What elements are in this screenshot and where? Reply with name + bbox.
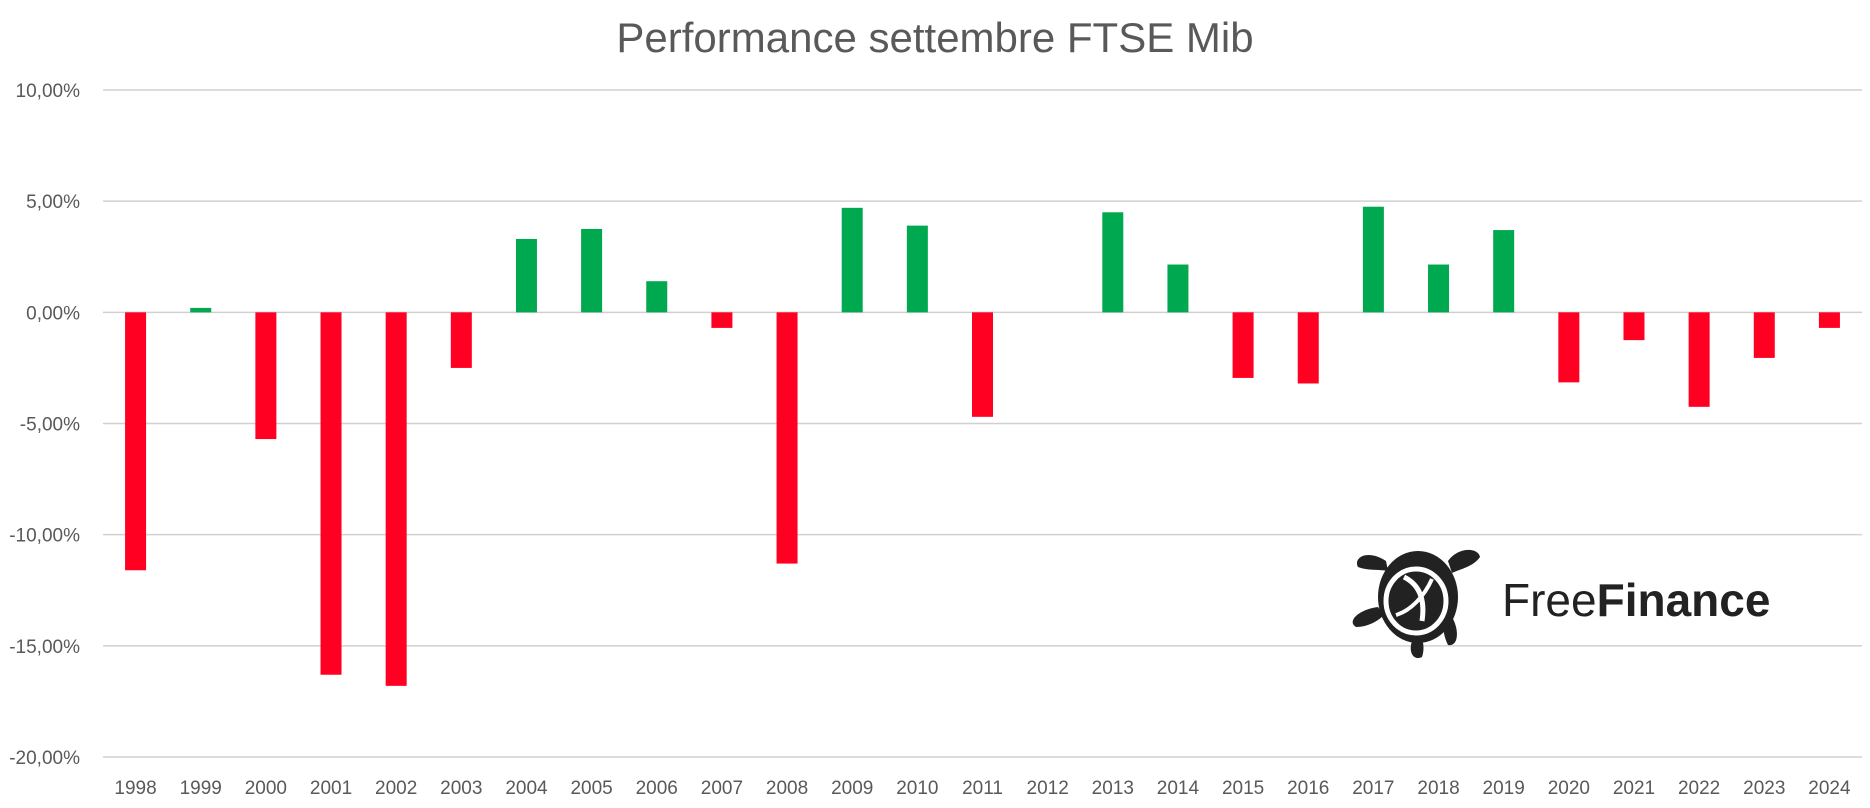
y-tick-label: -20,00% [9,748,80,769]
bar-2008 [776,312,798,564]
bar-2019 [1493,230,1515,313]
bar-2013 [1102,212,1124,313]
x-tick-label: 2011 [962,778,1003,799]
bar-2014 [1167,264,1189,313]
x-tick-label: 2023 [1743,778,1785,799]
turtle-icon [1352,549,1480,659]
x-tick-label: 2006 [636,778,678,799]
x-tick-label: 2021 [1613,778,1655,799]
bar-2005 [581,228,603,313]
y-tick-label: -5,00% [20,415,80,436]
bar-2004 [515,238,537,313]
y-tick-label: 0,00% [26,303,80,324]
y-tick-label: -15,00% [9,637,80,658]
x-tick-label: 2000 [245,778,287,799]
x-tick-label: 2014 [1157,778,1200,799]
bar-2001 [320,312,342,675]
logo-wordmark-regular: Free [1502,574,1597,626]
bar-2009 [841,207,863,313]
bar-2006 [646,281,668,313]
x-tick-label: 2010 [896,778,938,799]
bar-2016 [1297,312,1319,384]
gridlines [103,89,1862,758]
x-tick-label: 2008 [766,778,808,799]
x-tick-label: 2013 [1092,778,1134,799]
bar-2015 [1232,312,1254,378]
x-tick-label: 2020 [1548,778,1590,799]
x-tick-label: 2019 [1483,778,1525,799]
bar-2000 [255,312,277,440]
x-tick-label: 2007 [701,778,743,799]
y-tick-label: -10,00% [9,526,80,547]
bar-2023 [1753,312,1775,358]
y-tick-label: 5,00% [26,192,80,213]
bar-1999 [190,307,212,313]
bar-2007 [711,312,733,328]
y-tick-label: 10,00% [16,81,81,102]
bar-1998 [125,312,147,571]
x-tick-label: 2005 [570,778,612,799]
bars [125,206,1840,686]
bar-2011 [972,312,993,417]
bar-2010 [906,225,928,313]
freefinance-logo: FreeFinance [1352,549,1770,659]
chart-title: Performance settembre FTSE Mib [616,14,1254,61]
bar-2017 [1362,206,1384,313]
x-tick-label: 2002 [375,778,417,799]
logo-wordmark-bold: Finance [1597,574,1771,626]
x-tick-label: 1999 [180,778,222,799]
x-axis-ticks: 1998 1999 2000 2001 2002 2003 2004 2005 2006 2007… [114,778,1851,799]
x-tick-label: 2003 [440,778,482,799]
x-tick-label: 2009 [831,778,873,799]
x-tick-label: 2016 [1287,778,1329,799]
x-tick-label: 2015 [1222,778,1264,799]
x-tick-label: 2001 [310,778,352,799]
x-tick-label: 2017 [1352,778,1394,799]
x-tick-label: 2018 [1417,778,1459,799]
y-axis-ticks: 10,00% 5,00% 0,00% -5,00% -10,00% -15,00% -20,… [9,81,80,769]
x-tick-label: 1998 [114,778,156,799]
x-tick-label: 2024 [1808,778,1851,799]
bar-2021 [1623,312,1645,341]
x-tick-label: 2012 [1027,778,1069,799]
bar-2002 [385,312,407,686]
bar-2024 [1818,312,1840,328]
x-tick-label: 2022 [1678,778,1720,799]
x-tick-label: 2004 [505,778,548,799]
bar-2003 [450,312,472,368]
bar-2020 [1558,312,1580,383]
bar-2022 [1688,312,1710,407]
bar-2018 [1428,264,1450,313]
logo-wordmark: FreeFinance [1502,574,1770,626]
